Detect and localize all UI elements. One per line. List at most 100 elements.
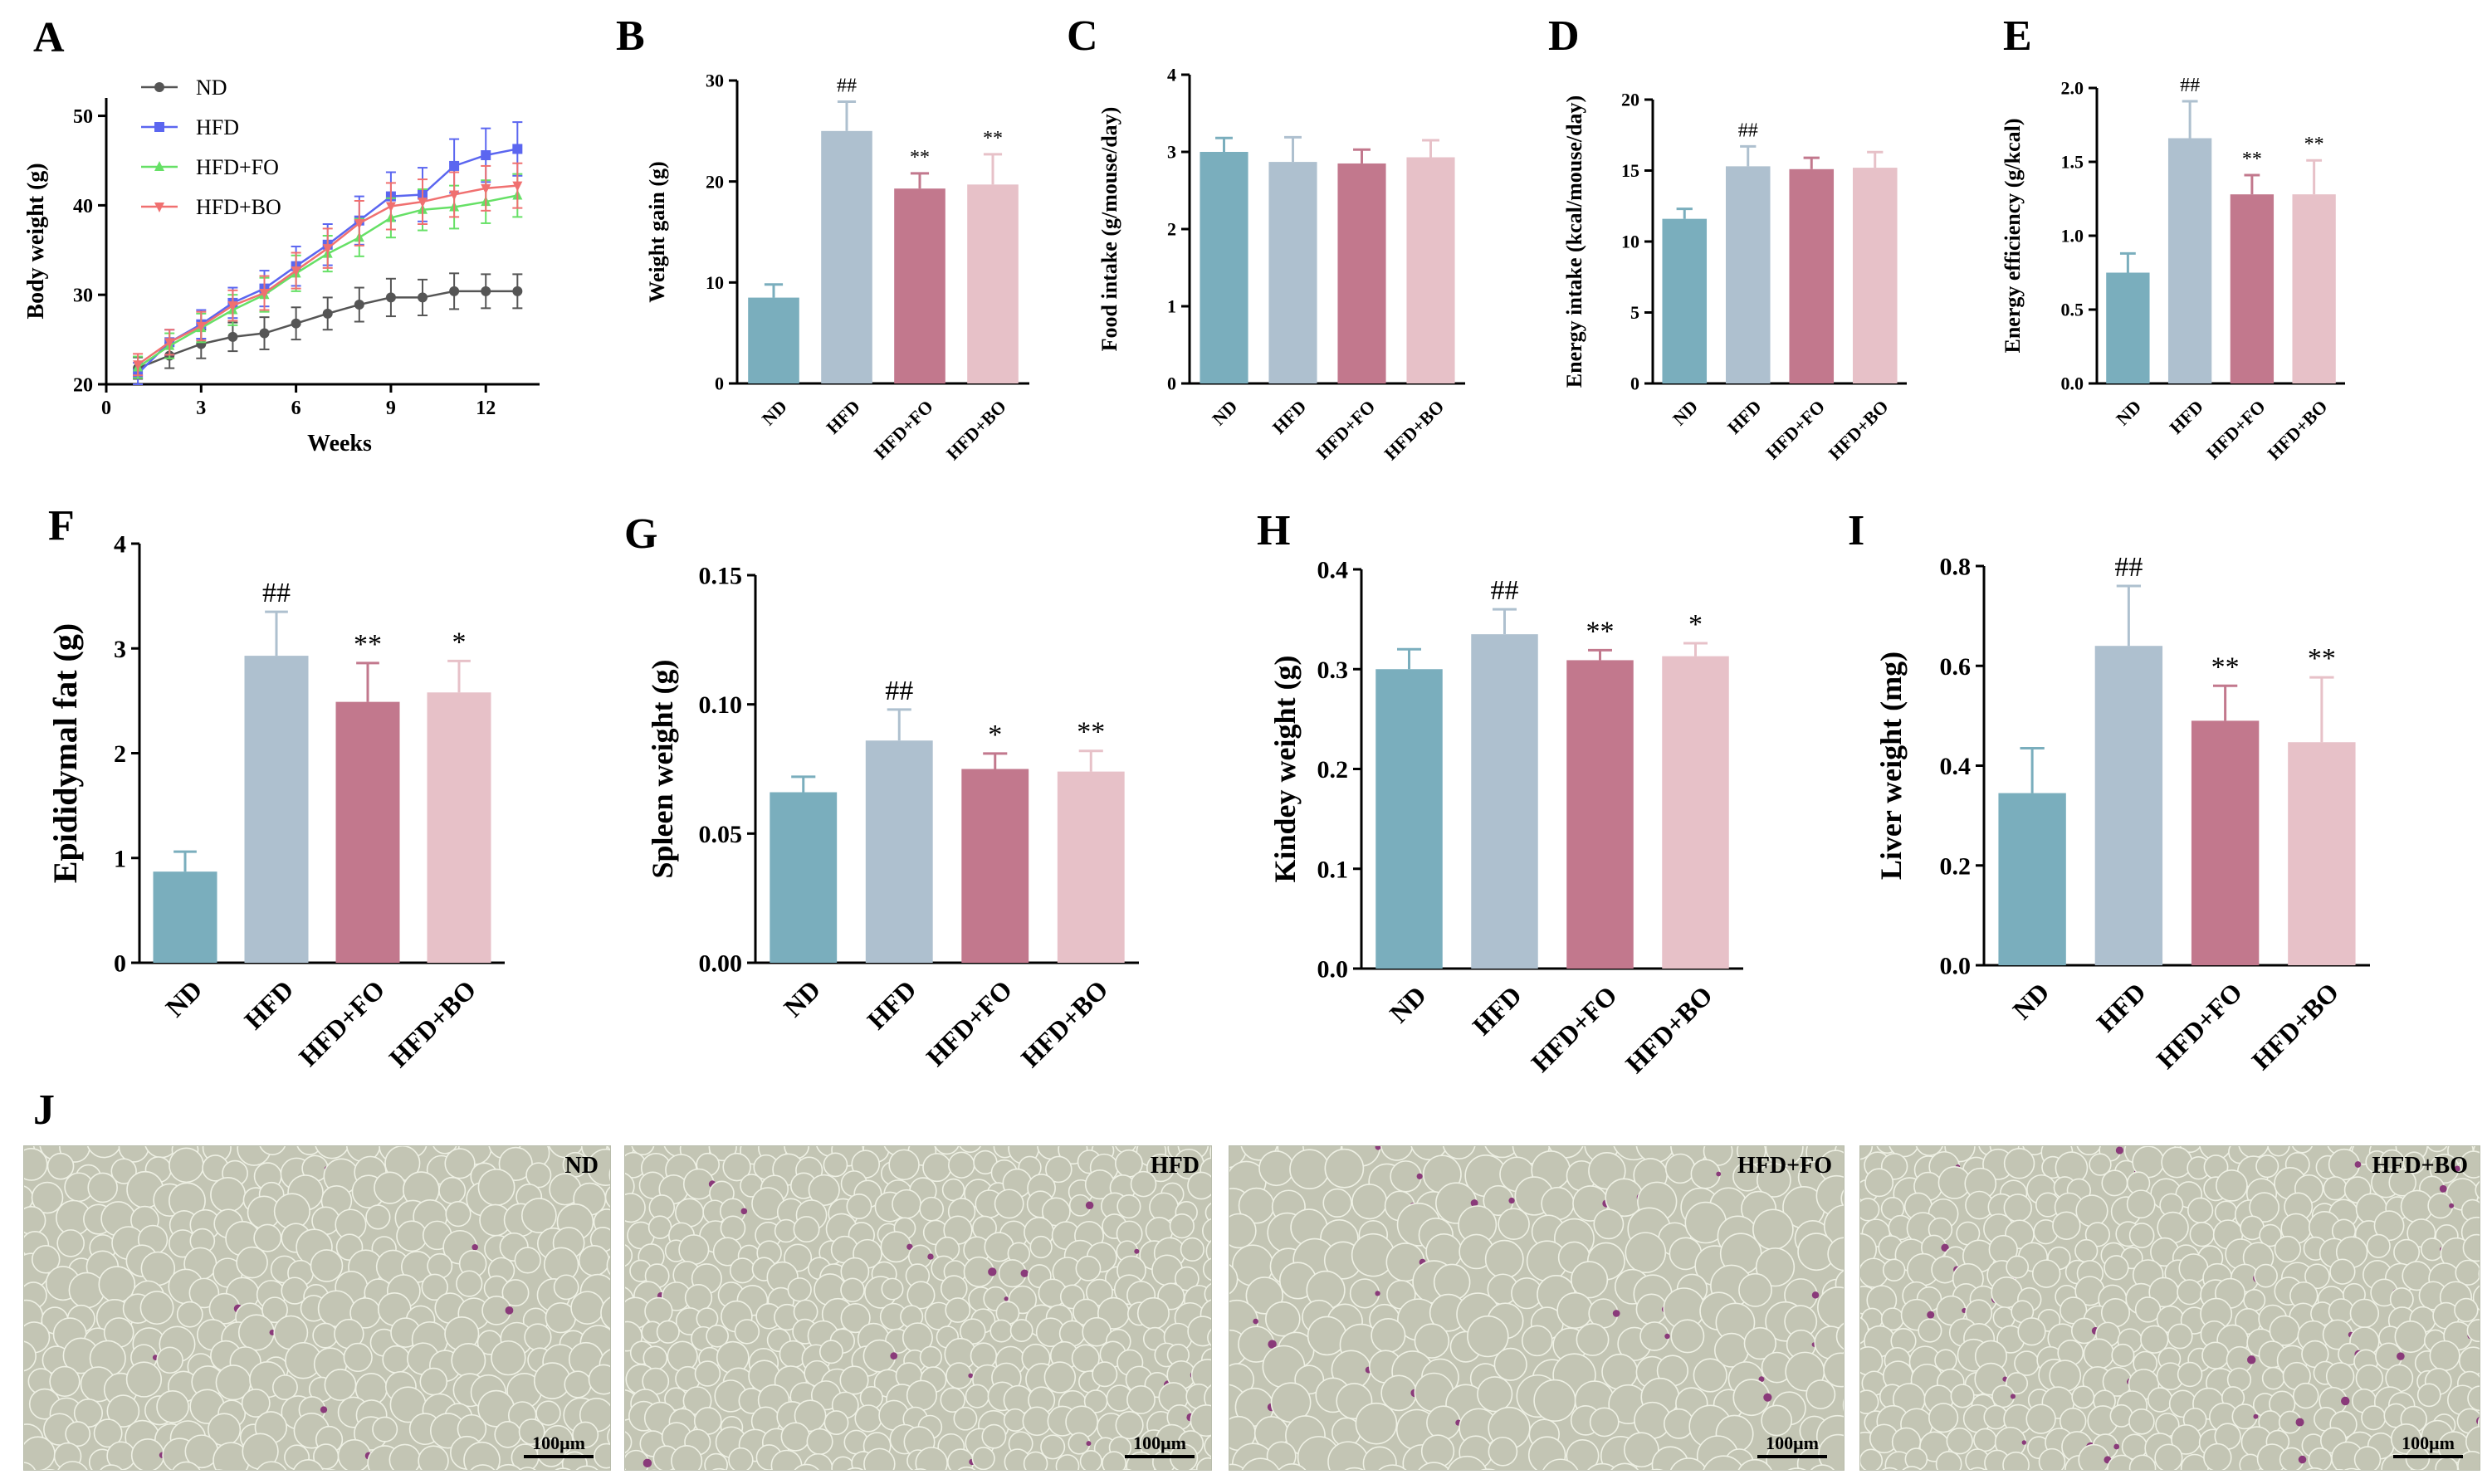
adipocyte	[2465, 1425, 2480, 1457]
adipocyte	[808, 1174, 840, 1207]
micrograph-label: HFD+FO	[1737, 1153, 1832, 1179]
bar-hfd-fo	[2230, 194, 2275, 383]
data-point	[133, 360, 144, 371]
adipocyte	[787, 1277, 812, 1302]
adipocyte	[989, 1319, 1014, 1343]
adipocyte	[419, 1367, 448, 1396]
adipocyte	[2089, 1153, 2112, 1176]
adipocyte	[934, 1146, 960, 1155]
adipocyte	[2128, 1454, 2157, 1470]
adipocyte	[261, 1296, 288, 1324]
y-tick-label: 15	[1621, 160, 1639, 181]
adipocyte	[946, 1448, 975, 1470]
adipocyte	[1484, 1239, 1524, 1279]
category-label: HFD+BO	[2245, 977, 2344, 1076]
adipocyte	[606, 1255, 610, 1276]
adipocyte	[1610, 1462, 1639, 1470]
adipocyte	[1175, 1266, 1200, 1291]
category-label: HFD	[1723, 396, 1766, 438]
nucleus	[1253, 1318, 1258, 1325]
legend-marker	[154, 122, 164, 132]
adipocyte	[343, 1342, 373, 1373]
adipocyte	[919, 1196, 945, 1222]
legend: ND HFD HFD+FO HFD+BO	[141, 76, 281, 219]
bar-nd	[748, 297, 799, 383]
adipocyte	[1130, 1170, 1157, 1198]
y-tick-label: 0.15	[699, 563, 743, 590]
y-tick-label: 4	[1167, 65, 1176, 85]
y-tick-label: 0.0	[2061, 373, 2084, 394]
nucleus	[1811, 1291, 1820, 1299]
adipocyte	[1442, 1146, 1476, 1159]
adipocyte	[2231, 1403, 2258, 1430]
adipocyte	[2017, 1317, 2046, 1346]
nucleus	[2247, 1355, 2256, 1364]
significance-label: **	[910, 147, 930, 168]
adipocyte	[863, 1447, 896, 1470]
nucleus	[1134, 1248, 1140, 1254]
y-tick-label: 1.0	[2061, 226, 2084, 247]
data-point	[449, 286, 460, 296]
adipocyte	[2390, 1423, 2422, 1455]
adipocyte	[172, 1461, 201, 1470]
adipocyte	[1362, 1446, 1397, 1470]
adipocyte	[1488, 1436, 1518, 1467]
significance-label: ##	[1491, 575, 1519, 606]
adipocyte	[2038, 1447, 2066, 1470]
adipocyte	[1498, 1208, 1530, 1241]
adipocyte	[1075, 1255, 1102, 1281]
adipocyte	[2201, 1341, 2230, 1369]
category-label: HFD+BO	[942, 396, 1010, 464]
adipocyte	[1738, 1272, 1772, 1307]
significance-label: ##	[837, 76, 857, 97]
adipocyte	[491, 1340, 526, 1376]
data-point	[259, 328, 270, 339]
adipocyte	[1950, 1384, 1975, 1408]
adipocyte	[2475, 1180, 2480, 1199]
chart-g: G 0.00 0.05 0.10 0.15 Spleen weight (g) ND ## HF…	[624, 510, 1139, 1073]
y-tick-label: 20	[706, 171, 724, 192]
adipocyte	[914, 1468, 927, 1470]
x-tick-label: 9	[386, 398, 396, 419]
adipocyte	[2329, 1258, 2356, 1285]
bar-nd	[1200, 152, 1248, 383]
adipocyte	[940, 1387, 965, 1413]
adipocyte	[1823, 1204, 1844, 1247]
bar-hfd-fo	[2191, 720, 2260, 965]
category-label: HFD+BO	[1380, 396, 1448, 464]
adipocyte	[2416, 1383, 2441, 1408]
bar-hfd-fo	[894, 188, 945, 383]
adipocyte	[463, 1441, 501, 1470]
nucleus	[2021, 1440, 2027, 1445]
y-tick-label: 10	[1621, 232, 1639, 252]
adipose-tissue-texture	[24, 1146, 610, 1470]
adipocyte	[2426, 1146, 2448, 1153]
adipocyte	[1743, 1326, 1777, 1360]
data-point	[291, 266, 301, 277]
adipocyte	[1589, 1407, 1620, 1438]
nucleus	[927, 1253, 934, 1260]
adipocyte	[1414, 1323, 1450, 1359]
bar-hfd-fo	[335, 701, 400, 963]
adipocyte	[1278, 1463, 1307, 1470]
adipocyte	[722, 1152, 751, 1182]
data-point	[481, 150, 491, 160]
data-point	[164, 338, 175, 349]
y-axis-title: Liver weight (mg)	[1874, 652, 1908, 880]
bar-hfd-bo	[967, 184, 1019, 383]
adipocyte	[818, 1340, 843, 1364]
nucleus	[1664, 1333, 1670, 1340]
y-tick-label: 5	[1630, 302, 1639, 323]
scale-bar-line	[2393, 1455, 2463, 1458]
data-point	[196, 321, 207, 332]
adipocyte	[1229, 1463, 1246, 1470]
adipocyte	[840, 1277, 865, 1303]
category-label: HFD+FO	[1762, 396, 1829, 463]
legend-marker	[154, 203, 164, 212]
adipocyte	[1480, 1468, 1496, 1470]
nucleus	[1375, 1291, 1380, 1296]
category-label: ND	[1669, 396, 1702, 429]
adipocyte	[2049, 1360, 2082, 1393]
adipocyte	[535, 1400, 561, 1426]
adipocyte	[1055, 1454, 1080, 1470]
